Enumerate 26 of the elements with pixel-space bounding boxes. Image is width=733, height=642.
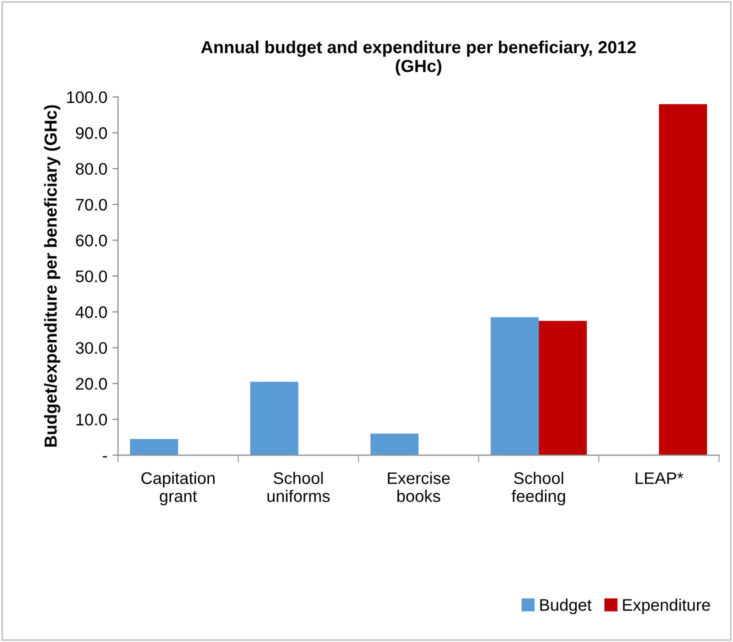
y-axis-title: Budget/expenditure per beneficiary (GHc) [44,105,60,447]
y-tick-label: 70.0 [76,198,107,211]
x-tick-label: LEAP* [636,472,684,484]
y-tick-label: - [102,456,107,458]
legend-label: Budget [540,598,592,614]
x-tick-label: Exercise books [388,472,450,502]
y-tick-label: 40.0 [76,306,107,318]
bar [658,104,708,456]
y-tick-label: 90.0 [76,127,107,139]
y-tick-label: 20.0 [76,378,107,390]
x-tick-label: Capitation grant [141,472,215,506]
y-tick-label: 100.0 [67,91,107,104]
bar [130,439,178,456]
legend-label: Expenditure [623,598,710,614]
bar [370,434,419,456]
bar [490,317,539,456]
y-tick-label: 80.0 [76,162,107,175]
bar [250,382,298,456]
y-tick-label: 10.0 [76,414,107,426]
y-tick-label: 50.0 [76,270,107,282]
chart-title: Annual budget and expenditure per beneficiary, 2012 (GHc) [201,40,636,76]
x-tick-label: School feeding [512,472,566,506]
y-tick-label: 60.0 [76,234,107,246]
x-tick-label: School uniforms [267,472,330,502]
y-tick-label: 30.0 [76,342,107,354]
bar [538,320,587,456]
